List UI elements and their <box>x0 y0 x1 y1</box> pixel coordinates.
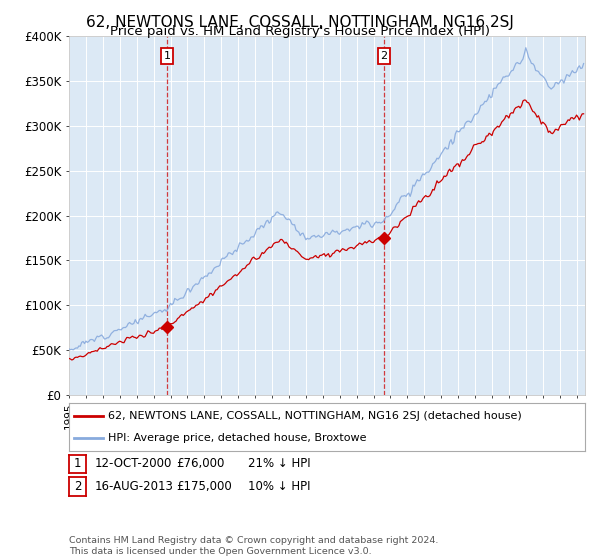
Text: £175,000: £175,000 <box>176 480 232 493</box>
Text: Contains HM Land Registry data © Crown copyright and database right 2024.
This d: Contains HM Land Registry data © Crown c… <box>69 536 439 556</box>
Text: 10% ↓ HPI: 10% ↓ HPI <box>248 480 310 493</box>
Text: 62, NEWTONS LANE, COSSALL, NOTTINGHAM, NG16 2SJ: 62, NEWTONS LANE, COSSALL, NOTTINGHAM, N… <box>86 15 514 30</box>
Text: 16-AUG-2013: 16-AUG-2013 <box>95 480 173 493</box>
Text: 2: 2 <box>380 51 388 61</box>
Text: 2: 2 <box>74 480 81 493</box>
Text: 12-OCT-2000: 12-OCT-2000 <box>95 458 172 470</box>
Text: HPI: Average price, detached house, Broxtowe: HPI: Average price, detached house, Brox… <box>108 433 366 443</box>
Text: Price paid vs. HM Land Registry's House Price Index (HPI): Price paid vs. HM Land Registry's House … <box>110 25 490 38</box>
Text: 62, NEWTONS LANE, COSSALL, NOTTINGHAM, NG16 2SJ (detached house): 62, NEWTONS LANE, COSSALL, NOTTINGHAM, N… <box>108 411 521 421</box>
Text: 1: 1 <box>163 51 170 61</box>
Text: £76,000: £76,000 <box>176 458 224 470</box>
Text: 21% ↓ HPI: 21% ↓ HPI <box>248 458 310 470</box>
Text: 1: 1 <box>74 458 81 470</box>
